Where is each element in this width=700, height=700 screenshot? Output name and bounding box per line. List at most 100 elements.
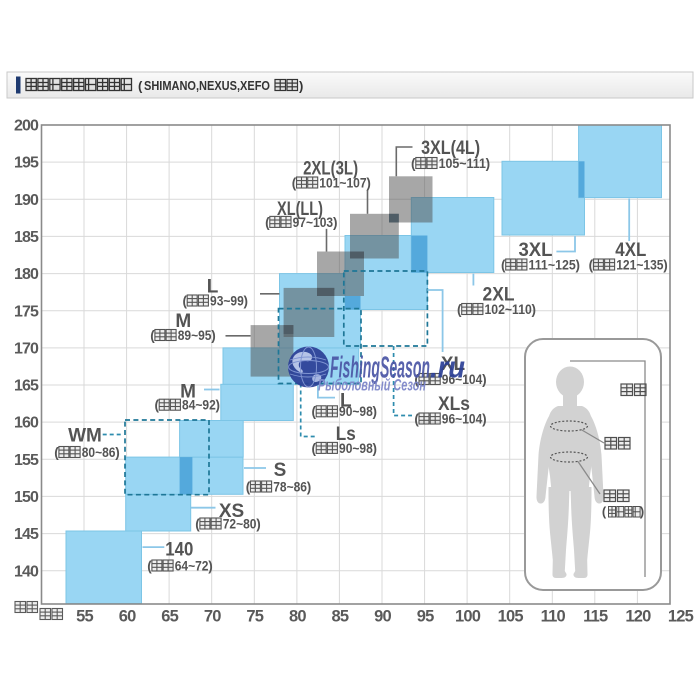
svg-text:(: ( <box>414 411 419 426</box>
svg-text:85: 85 <box>332 608 349 626</box>
svg-text:): ) <box>208 558 213 573</box>
svg-text:72~80: 72~80 <box>223 516 257 531</box>
svg-text:93~99: 93~99 <box>210 293 244 308</box>
svg-text:(: ( <box>54 445 59 460</box>
svg-text:FishingSeason: FishingSeason <box>330 350 430 385</box>
svg-text:175: 175 <box>14 303 39 320</box>
svg-text:180: 180 <box>14 266 39 283</box>
svg-text:): ) <box>244 293 249 308</box>
svg-text:(: ( <box>147 558 152 573</box>
svg-text:(: ( <box>150 328 155 343</box>
svg-text:): ) <box>115 445 120 460</box>
svg-text:(: ( <box>414 372 419 387</box>
svg-text:4XL: 4XL <box>615 240 646 261</box>
svg-text:): ) <box>333 215 338 230</box>
svg-text:125: 125 <box>668 608 694 626</box>
svg-text:80: 80 <box>289 608 306 626</box>
svg-text:): ) <box>307 479 312 494</box>
svg-text:70: 70 <box>204 608 221 626</box>
svg-text:190: 190 <box>14 192 39 209</box>
svg-text:(: ( <box>195 516 200 531</box>
svg-text:): ) <box>482 411 487 426</box>
svg-text:XL(LL): XL(LL) <box>277 199 323 220</box>
svg-text:102~110: 102~110 <box>485 302 532 317</box>
svg-text:(: ( <box>155 398 160 413</box>
svg-text:): ) <box>482 372 487 387</box>
svg-text:(: ( <box>292 175 297 190</box>
svg-text:96~104: 96~104 <box>442 372 483 387</box>
svg-text:(: ( <box>589 257 594 272</box>
svg-text:121~135: 121~135 <box>616 257 664 272</box>
svg-text:95: 95 <box>417 608 434 626</box>
svg-text:140: 140 <box>14 563 39 580</box>
svg-text:55: 55 <box>76 608 93 626</box>
svg-text:(: ( <box>411 156 416 171</box>
svg-text:89~95: 89~95 <box>178 328 212 343</box>
svg-text:S: S <box>274 460 287 481</box>
svg-text:(: ( <box>183 293 188 308</box>
svg-text:Рыболовный Сезон: Рыболовный Сезон <box>318 377 426 395</box>
svg-text:185: 185 <box>14 229 39 246</box>
svg-text:150: 150 <box>14 489 39 506</box>
svg-text:(: ( <box>138 79 143 94</box>
svg-text:): ) <box>373 404 378 419</box>
svg-text:195: 195 <box>14 155 39 172</box>
svg-text:WM: WM <box>68 425 102 446</box>
svg-text:170: 170 <box>14 341 39 358</box>
svg-text:(: ( <box>501 257 506 272</box>
svg-text:XS: XS <box>219 501 244 522</box>
svg-text:XLs: XLs <box>438 394 470 415</box>
svg-text:L: L <box>207 276 219 297</box>
svg-text:XL: XL <box>441 354 466 375</box>
svg-text:90: 90 <box>374 608 391 626</box>
svg-text:84~92: 84~92 <box>182 398 216 413</box>
svg-text:): ) <box>640 504 644 519</box>
svg-text:3XL: 3XL <box>519 240 553 261</box>
svg-text:.ru: .ru <box>430 350 465 385</box>
svg-text:145: 145 <box>14 526 39 543</box>
svg-text:): ) <box>486 156 491 171</box>
svg-text:(: ( <box>246 479 251 494</box>
svg-text:80~86: 80~86 <box>82 445 116 460</box>
svg-text:96~104: 96~104 <box>442 411 483 426</box>
svg-text:90~98: 90~98 <box>339 404 373 419</box>
svg-text:155: 155 <box>14 452 39 469</box>
svg-text:200: 200 <box>14 118 39 135</box>
svg-text:): ) <box>532 302 537 317</box>
svg-text:60: 60 <box>119 608 136 626</box>
svg-text:M: M <box>180 381 196 402</box>
svg-text:Ls: Ls <box>336 424 356 445</box>
svg-text:): ) <box>373 441 378 456</box>
svg-text:97~103: 97~103 <box>293 215 334 230</box>
svg-text:): ) <box>211 328 216 343</box>
svg-text:165: 165 <box>14 378 39 395</box>
svg-text:(: ( <box>265 215 270 230</box>
svg-text:75: 75 <box>246 608 263 626</box>
svg-text:115: 115 <box>583 608 608 626</box>
svg-text:L: L <box>340 390 352 411</box>
svg-text:): ) <box>299 79 303 94</box>
svg-text:SHIMANO,NEXUS,XEFO: SHIMANO,NEXUS,XEFO <box>144 79 270 93</box>
svg-text:): ) <box>256 516 261 531</box>
svg-text:101~107: 101~107 <box>319 175 366 190</box>
svg-text:): ) <box>576 257 581 272</box>
svg-text:): ) <box>663 257 668 272</box>
svg-text:(: ( <box>602 504 607 519</box>
svg-text:): ) <box>216 398 221 413</box>
svg-text:(: ( <box>457 302 462 317</box>
svg-text:(: ( <box>312 441 317 456</box>
svg-text:90~98: 90~98 <box>339 441 373 456</box>
svg-text:110: 110 <box>541 608 566 626</box>
svg-text:120: 120 <box>625 608 651 626</box>
svg-text:2XL(3L): 2XL(3L) <box>303 158 358 179</box>
svg-text:111~125: 111~125 <box>529 257 577 272</box>
svg-text:64~72: 64~72 <box>175 558 209 573</box>
svg-text:105~111: 105~111 <box>439 156 487 171</box>
svg-text:140: 140 <box>165 539 193 560</box>
svg-text:160: 160 <box>14 415 39 432</box>
svg-text:78~86: 78~86 <box>273 479 307 494</box>
svg-text:(: ( <box>312 404 317 419</box>
svg-text:105: 105 <box>498 608 524 626</box>
svg-text:2XL: 2XL <box>483 284 515 305</box>
svg-text:M: M <box>175 311 191 332</box>
